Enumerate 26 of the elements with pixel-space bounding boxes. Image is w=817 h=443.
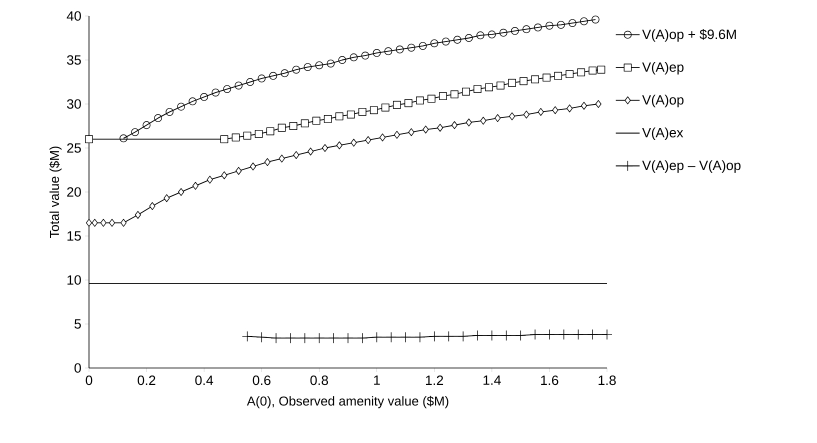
x-tick-label: 1.6 bbox=[541, 376, 558, 386]
y-tick-label: 30 bbox=[66, 99, 81, 109]
x-tick-label: 0.2 bbox=[138, 376, 156, 386]
legend-label: V(A)ep bbox=[642, 62, 684, 75]
legend-label: V(A)op bbox=[642, 94, 684, 108]
x-tick-label: 0.4 bbox=[195, 376, 214, 386]
y-tick-label: 35 bbox=[66, 55, 81, 65]
legend-label: V(A)op + $9.6M bbox=[642, 28, 736, 42]
y-tick-label: 25 bbox=[67, 143, 81, 153]
legend-label: V(A)ex bbox=[642, 127, 684, 140]
x-tick-label: 1.2 bbox=[426, 376, 444, 385]
x-tick-label: 0 bbox=[86, 376, 92, 386]
y-tick-label: 10 bbox=[67, 275, 81, 285]
x-tick-label: 0.6 bbox=[252, 376, 270, 386]
legend-label: V(A)ep – V(A)op bbox=[642, 160, 741, 173]
y-tick-label: 5 bbox=[74, 319, 81, 329]
x-tick-label: 1 bbox=[374, 376, 380, 385]
y-axis-title: Total value ($M) bbox=[49, 146, 62, 238]
y-tick-label: 0 bbox=[74, 363, 81, 373]
y-tick-label: 15 bbox=[67, 231, 81, 241]
x-axis-title: A(0), Observed amenity value ($M) bbox=[246, 396, 448, 408]
x-tick-label: 0.8 bbox=[310, 376, 328, 386]
y-tick-label: 40 bbox=[66, 11, 81, 21]
x-tick-label: 1.8 bbox=[598, 376, 616, 386]
y-tick-label: 20 bbox=[67, 187, 81, 197]
x-tick-label: 1.4 bbox=[484, 376, 501, 385]
